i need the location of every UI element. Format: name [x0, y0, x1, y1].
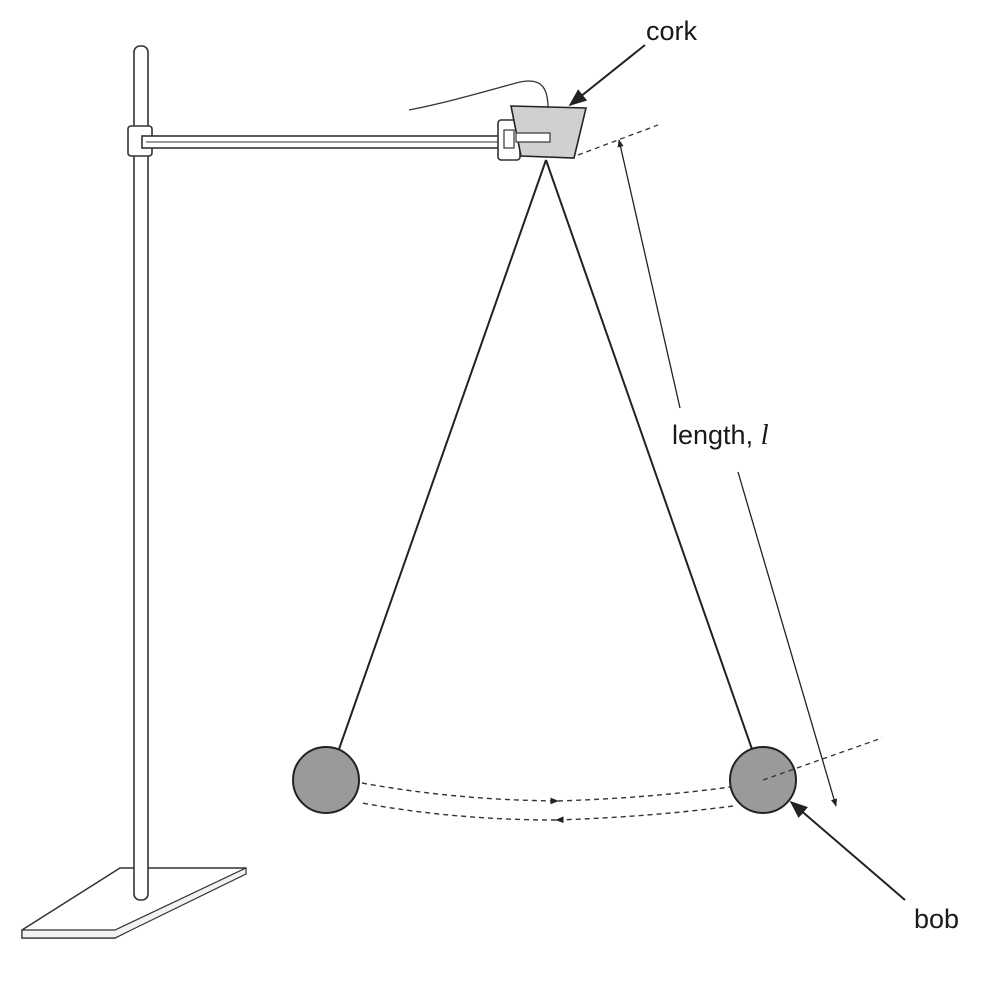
length-arrow-upper	[617, 139, 681, 409]
length-label-text: length,	[672, 420, 761, 450]
cork	[510, 105, 588, 159]
length-symbol: l	[761, 419, 769, 451]
clamp-arm	[141, 135, 513, 149]
bob-left	[292, 746, 360, 814]
length-ref-top	[577, 124, 659, 156]
bob-pointer-arrow	[789, 800, 906, 901]
cork-pointer-arrow	[568, 44, 646, 107]
length-arrow-lower	[737, 471, 838, 807]
swing-path-right-cont	[557, 786, 731, 802]
swing-path-left-cont	[361, 802, 557, 821]
pendulum-string-right	[545, 159, 754, 753]
cork-label: cork	[646, 16, 698, 46]
length-label: length, l	[672, 419, 769, 451]
swing-arrow-left	[555, 805, 734, 824]
bob-label: bob	[914, 904, 959, 934]
thread-end	[408, 80, 549, 111]
swing-arrow-right	[361, 782, 559, 805]
stand-base	[21, 867, 247, 939]
pendulum-string-left	[337, 159, 547, 753]
stand-rod	[133, 45, 149, 901]
